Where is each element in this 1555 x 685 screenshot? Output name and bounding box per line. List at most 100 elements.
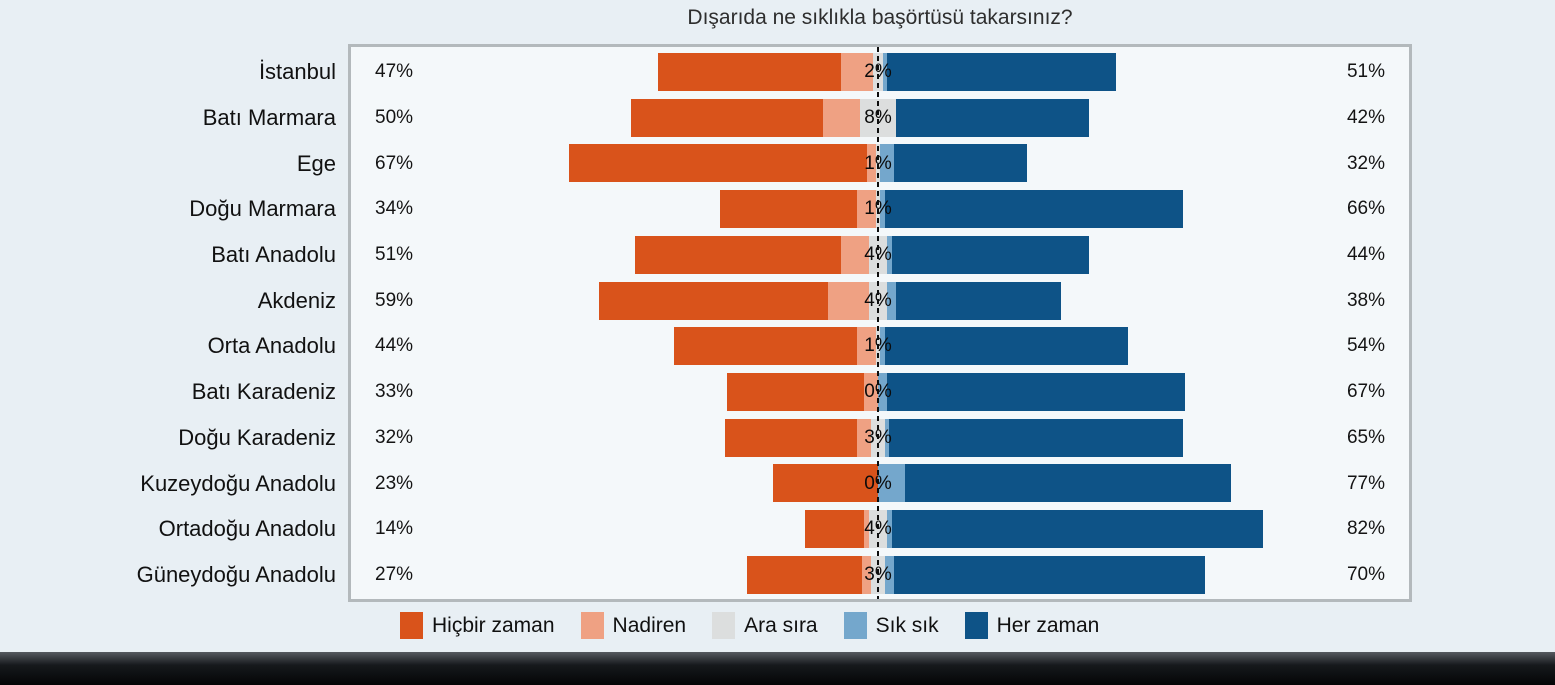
bar xyxy=(726,372,1185,411)
bar-segment-her-zaman xyxy=(894,555,1206,594)
bar-segment-her-zaman xyxy=(887,372,1185,411)
bar xyxy=(598,281,1062,320)
bar xyxy=(674,327,1128,366)
bar-segment-her-zaman xyxy=(905,464,1231,503)
right-total-label: 51% xyxy=(1346,61,1385,83)
right-total-label: 38% xyxy=(1346,289,1385,311)
right-total-label: 44% xyxy=(1346,244,1385,265)
bar-segment-s-k-s-k xyxy=(884,555,895,594)
center-axis-line xyxy=(877,47,879,599)
bar xyxy=(630,98,1089,137)
bar-segment-hi-bir-zaman xyxy=(568,144,867,183)
bar-segment-nadiren xyxy=(857,418,872,457)
bar-segment-s-k-s-k xyxy=(880,144,894,183)
bar xyxy=(772,464,1231,503)
left-total-label: 32% xyxy=(375,426,414,448)
bar-segment-her-zaman xyxy=(884,190,1183,229)
bar-segment-her-zaman xyxy=(884,327,1128,366)
bar-segment-hi-bir-zaman xyxy=(804,510,865,549)
right-total-label: 65% xyxy=(1346,426,1385,448)
bar-segment-hi-bir-zaman xyxy=(747,555,862,594)
bar-segment-nadiren xyxy=(864,372,878,411)
bar xyxy=(568,144,1027,183)
legend-label: Nadiren xyxy=(612,613,687,637)
bar-segment-s-k-s-k xyxy=(887,510,892,549)
bar-segment-her-zaman xyxy=(891,235,1089,274)
legend-label: Hiçbir zaman xyxy=(432,613,555,637)
legend-swatch-s-k-s-k xyxy=(843,612,867,639)
left-total-label: 50% xyxy=(375,106,414,128)
left-total-label: 27% xyxy=(375,563,414,585)
bar-segment-nadiren xyxy=(857,190,876,229)
bar-segment-nadiren xyxy=(857,327,876,366)
legend-item-her-zaman: Her zaman xyxy=(964,612,1099,639)
bar-segment-nadiren xyxy=(866,144,876,183)
right-total-label: 77% xyxy=(1346,472,1385,494)
bar xyxy=(724,418,1183,457)
chart-title: Dışarıda ne sıklıkla başörtüsü takarsını… xyxy=(687,6,1073,29)
legend-item-ara-s-ra: Ara sıra xyxy=(712,612,818,639)
legend: Hiçbir zaman Nadiren Ara sıra Sık sık Her za… xyxy=(400,612,1099,639)
region-label: Batı Karadeniz xyxy=(191,379,336,405)
region-label: Ege xyxy=(296,150,336,176)
bar-segment-nadiren xyxy=(841,235,869,274)
region-label: İstanbul xyxy=(258,59,336,85)
legend-swatch-hi-bir-zaman xyxy=(400,612,423,639)
legend-item-nadiren: Nadiren xyxy=(580,612,687,639)
bar-segment-hi-bir-zaman xyxy=(719,190,858,229)
bar-segment-her-zaman xyxy=(887,53,1117,92)
left-total-label: 59% xyxy=(375,289,414,311)
right-total-label: 66% xyxy=(1346,198,1385,220)
region-label: Doğu Marmara xyxy=(189,196,336,222)
right-total-label: 54% xyxy=(1346,335,1385,357)
bar-segment-hi-bir-zaman xyxy=(772,464,878,503)
bar-segment-s-k-s-k xyxy=(882,53,888,92)
bar-segment-hi-bir-zaman xyxy=(724,418,858,457)
left-total-label: 34% xyxy=(375,198,414,220)
bar-segment-s-k-s-k xyxy=(887,281,897,320)
left-total-label: 47% xyxy=(375,61,414,83)
left-total-label: 44% xyxy=(375,335,414,357)
bar-segment-her-zaman xyxy=(894,144,1027,183)
bar xyxy=(747,555,1206,594)
bar-segment-nadiren xyxy=(827,281,869,320)
bar-segment-nadiren xyxy=(861,555,872,594)
right-total-label: 42% xyxy=(1346,106,1385,128)
bar-segment-nadiren xyxy=(864,510,869,549)
bar-segment-hi-bir-zaman xyxy=(630,98,824,137)
bar-segment-s-k-s-k xyxy=(880,190,885,229)
plot-area xyxy=(348,44,1412,602)
left-total-label: 51% xyxy=(375,244,414,265)
bar-segment-her-zaman xyxy=(891,510,1263,549)
right-total-label: 70% xyxy=(1346,563,1385,585)
bar-segment-s-k-s-k xyxy=(877,464,906,503)
region-label: Kuzeydoğu Anadolu xyxy=(140,470,336,496)
bottom-dark-band xyxy=(0,652,1555,685)
bar-segment-s-k-s-k xyxy=(884,418,890,457)
legend-label: Sık sık xyxy=(875,613,939,637)
legend-label: Ara sıra xyxy=(744,613,818,637)
bar-segment-hi-bir-zaman xyxy=(726,372,865,411)
right-total-label: 67% xyxy=(1346,381,1385,403)
bar-segment-nadiren xyxy=(823,98,860,137)
bar xyxy=(804,510,1263,549)
legend-item-s-k-s-k: Sık sık xyxy=(843,612,939,639)
region-label: Batı Marmara xyxy=(202,104,336,130)
legend-swatch-her-zaman xyxy=(964,612,988,639)
legend-swatch-ara-s-ra xyxy=(712,612,736,639)
bar-segment-s-k-s-k xyxy=(877,372,888,411)
bar-segment-nadiren xyxy=(841,53,874,92)
region-label: Güneydoğu Anadolu xyxy=(136,561,336,587)
bar xyxy=(658,53,1117,92)
legend-swatch-nadiren xyxy=(580,612,604,639)
